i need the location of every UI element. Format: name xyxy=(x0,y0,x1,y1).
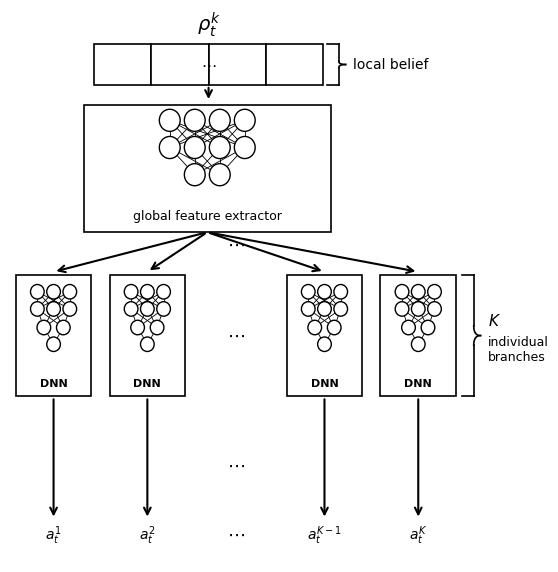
Ellipse shape xyxy=(334,284,348,299)
Ellipse shape xyxy=(234,137,255,158)
Ellipse shape xyxy=(395,301,409,316)
Ellipse shape xyxy=(318,337,331,351)
Text: global feature extractor: global feature extractor xyxy=(133,210,282,223)
Ellipse shape xyxy=(209,137,230,158)
Text: $\cdots$: $\cdots$ xyxy=(227,526,245,544)
Text: $\cdots$: $\cdots$ xyxy=(227,457,245,475)
Text: DNN: DNN xyxy=(133,379,161,389)
Ellipse shape xyxy=(308,320,321,335)
Ellipse shape xyxy=(141,284,154,299)
Bar xyxy=(287,275,362,396)
Text: $a_t^2$: $a_t^2$ xyxy=(139,524,156,546)
Ellipse shape xyxy=(131,320,145,335)
Ellipse shape xyxy=(184,137,205,158)
Ellipse shape xyxy=(31,301,44,316)
Ellipse shape xyxy=(334,301,348,316)
Ellipse shape xyxy=(56,320,70,335)
Ellipse shape xyxy=(157,301,170,316)
Ellipse shape xyxy=(209,164,230,186)
Text: DNN: DNN xyxy=(40,379,68,389)
Ellipse shape xyxy=(402,320,415,335)
Ellipse shape xyxy=(209,109,230,132)
Text: DNN: DNN xyxy=(405,379,432,389)
Ellipse shape xyxy=(141,301,154,316)
Ellipse shape xyxy=(411,284,425,299)
Ellipse shape xyxy=(47,337,60,351)
Ellipse shape xyxy=(427,301,441,316)
Text: $\cdots$: $\cdots$ xyxy=(227,327,245,344)
Ellipse shape xyxy=(63,284,76,299)
Ellipse shape xyxy=(421,320,435,335)
Ellipse shape xyxy=(234,109,255,132)
Ellipse shape xyxy=(63,301,76,316)
Ellipse shape xyxy=(141,337,154,351)
Ellipse shape xyxy=(427,284,441,299)
Bar xyxy=(151,44,209,85)
Bar xyxy=(84,105,331,232)
Text: $\rho_t^k$: $\rho_t^k$ xyxy=(197,10,220,39)
Bar xyxy=(266,44,323,85)
Ellipse shape xyxy=(318,284,331,299)
Ellipse shape xyxy=(411,301,425,316)
Bar xyxy=(109,275,185,396)
Ellipse shape xyxy=(328,320,341,335)
Ellipse shape xyxy=(318,301,331,316)
Ellipse shape xyxy=(31,284,44,299)
Bar xyxy=(209,44,266,85)
Ellipse shape xyxy=(124,301,138,316)
Text: $\cdots$: $\cdots$ xyxy=(201,57,217,72)
Ellipse shape xyxy=(150,320,164,335)
Ellipse shape xyxy=(47,301,60,316)
Ellipse shape xyxy=(301,301,315,316)
Text: DNN: DNN xyxy=(311,379,338,389)
Ellipse shape xyxy=(47,284,60,299)
Text: $a_t^{K-1}$: $a_t^{K-1}$ xyxy=(307,524,342,546)
Bar xyxy=(381,275,456,396)
Ellipse shape xyxy=(301,284,315,299)
Text: individual
branches: individual branches xyxy=(488,336,549,364)
Text: $a_t^1$: $a_t^1$ xyxy=(45,524,62,546)
Ellipse shape xyxy=(184,164,205,186)
Ellipse shape xyxy=(124,284,138,299)
Ellipse shape xyxy=(411,337,425,351)
Text: $K$: $K$ xyxy=(488,313,501,329)
Text: local belief: local belief xyxy=(353,58,429,72)
Text: $a_t^K$: $a_t^K$ xyxy=(409,524,427,546)
Ellipse shape xyxy=(160,109,180,132)
Ellipse shape xyxy=(184,109,205,132)
Text: $\cdots$: $\cdots$ xyxy=(227,236,245,254)
Ellipse shape xyxy=(160,137,180,158)
Bar xyxy=(94,44,151,85)
Bar xyxy=(16,275,92,396)
Ellipse shape xyxy=(37,320,51,335)
Ellipse shape xyxy=(395,284,409,299)
Ellipse shape xyxy=(157,284,170,299)
